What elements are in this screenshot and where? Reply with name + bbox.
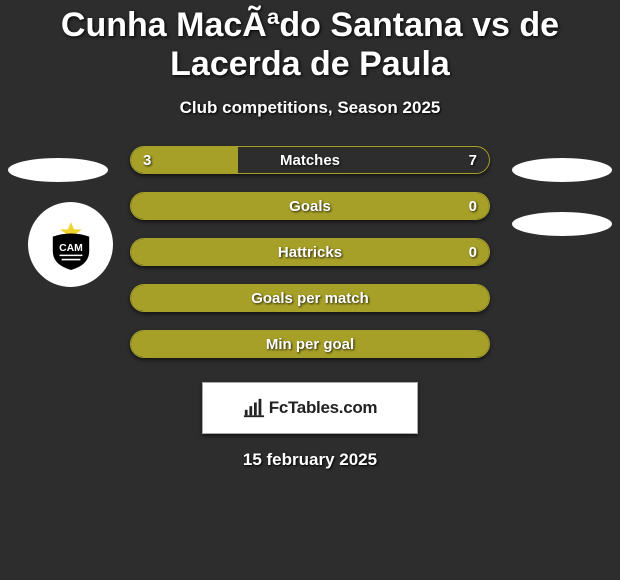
stat-bar-label: Min per goal [131,331,489,357]
player-right-avatar-placeholder-2 [512,212,612,236]
player-right-avatar-placeholder-1 [512,158,612,182]
stat-bar-label: Goals [131,193,489,219]
player-left-avatar-placeholder [8,158,108,182]
stat-bar-label: Goals per match [131,285,489,311]
crest-text: CAM [59,243,83,254]
snapshot-date: 15 february 2025 [0,450,620,470]
bar-chart-icon [243,397,265,419]
club-badge-left: CAM [28,202,113,287]
stat-bar-label: Hattricks [131,239,489,265]
brand-text: FcTables.com [269,398,378,418]
comparison-area: CAM Matches37Goals0Hattricks0Goals per m… [0,146,620,358]
brand-plate[interactable]: FcTables.com [202,382,418,434]
stat-bar-right-value: 0 [469,193,477,219]
season-subtitle: Club competitions, Season 2025 [0,98,620,118]
stat-bar-left-value: 3 [143,147,151,173]
stat-bar-right-value: 0 [469,239,477,265]
stat-bars: Matches37Goals0Hattricks0Goals per match… [130,146,490,358]
stat-bar: Goals per match [130,284,490,312]
club-crest-icon: CAM [45,219,97,271]
stat-bar: Hattricks0 [130,238,490,266]
stat-bar-right-value: 7 [469,147,477,173]
stat-bar-label: Matches [131,147,489,173]
comparison-title: Cunha MacÃªdo Santana vs de Lacerda de P… [0,0,620,84]
stat-bar: Min per goal [130,330,490,358]
stat-bar: Matches3 7 [130,146,490,174]
stat-bar: Goals0 [130,192,490,220]
